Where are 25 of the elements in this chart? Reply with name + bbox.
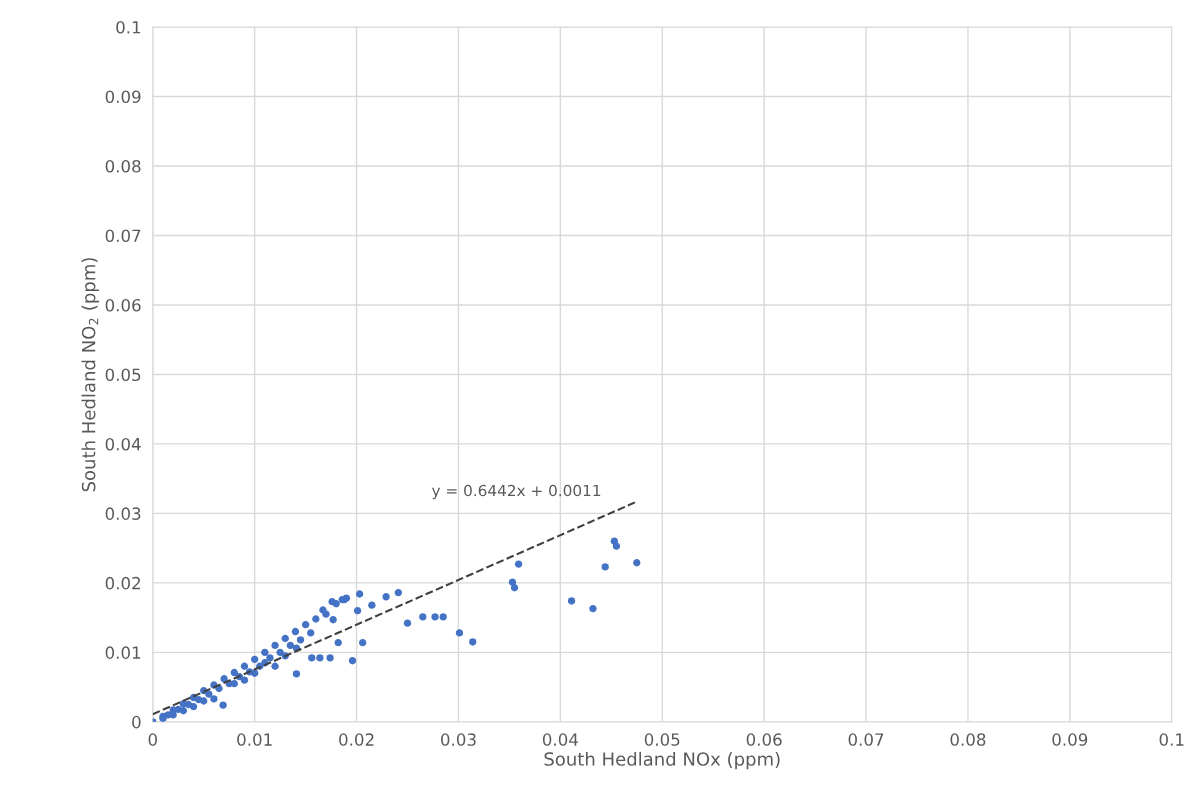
y-tick-label: 0.07 xyxy=(105,229,141,243)
y-tick-label: 0.1 xyxy=(116,20,141,34)
x-tick-label: 0.06 xyxy=(746,733,782,746)
x-tick-label: 0.1 xyxy=(1159,733,1184,746)
x-tick-label: 0.08 xyxy=(950,733,986,746)
x-axis-title: South Hedland NOx (ppm) xyxy=(544,751,780,770)
y-tick-label: 0.01 xyxy=(105,646,141,659)
x-tick-label: 0.03 xyxy=(441,733,476,746)
y-tick-label: 0.04 xyxy=(105,437,141,451)
annotation: y = 0.6442x + 0.0011 xyxy=(431,484,601,500)
y-tick-label: 0.02 xyxy=(105,576,140,590)
x-tick-label: 0 xyxy=(148,733,157,746)
x-tick-label: 0.09 xyxy=(1052,733,1088,746)
y-tick-label: 0.05 xyxy=(105,368,141,382)
x-tick-label: 0.02 xyxy=(339,733,374,746)
x-tick-label: 0.01 xyxy=(237,733,272,746)
y-tick-label: 0.08 xyxy=(105,159,141,173)
y-axis-title: South Hedland NO$_{2}$ (ppm) xyxy=(81,258,99,492)
y-tick-label: 0.06 xyxy=(105,298,141,312)
y-tick-label: 0 xyxy=(132,715,141,729)
x-tick-label: 0.05 xyxy=(644,733,680,746)
y-tick-label: 0.03 xyxy=(105,507,141,520)
y-tick-label: 0.09 xyxy=(105,90,141,104)
x-tick-label: 0.04 xyxy=(542,733,578,746)
x-tick-label: 0.07 xyxy=(848,733,884,746)
